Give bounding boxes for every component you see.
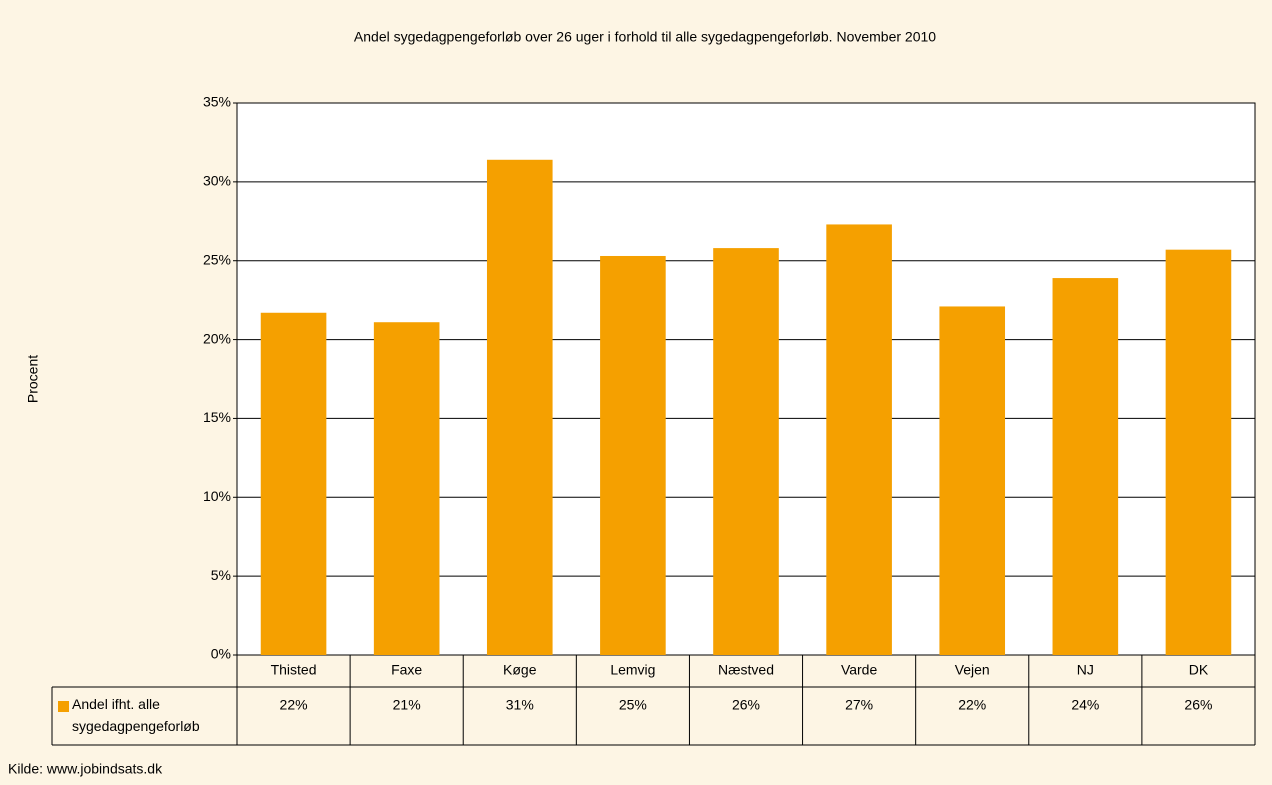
x-tick-label: Vejen <box>955 662 990 678</box>
bar <box>939 306 1006 655</box>
y-tick-label: 0% <box>211 646 231 662</box>
y-tick-label: 5% <box>211 567 231 583</box>
chart-title: Andel sygedagpengeforløb over 26 uger i … <box>354 29 936 45</box>
bar <box>826 224 892 655</box>
table-value: 31% <box>506 697 534 713</box>
table-value: 25% <box>619 697 647 713</box>
bar <box>486 159 553 655</box>
bar <box>713 248 779 655</box>
legend-cell-box: Andel ifht. alle sygedagpengeforløb <box>72 696 200 734</box>
bar <box>373 322 440 655</box>
x-tick-label: DK <box>1189 662 1209 678</box>
bar <box>1052 278 1119 655</box>
y-tick-label: 20% <box>203 330 231 346</box>
x-tick-label: NJ <box>1077 662 1094 678</box>
x-tick-label: Faxe <box>391 662 422 678</box>
legend-label: Andel ifht. alle sygedagpengeforløb <box>72 696 200 734</box>
x-tick-label: Varde <box>841 662 878 678</box>
table-value: 22% <box>958 697 986 713</box>
y-tick-label: 30% <box>203 173 231 189</box>
x-tick-label: Køge <box>503 662 537 678</box>
table-value: 26% <box>732 697 760 713</box>
table-value: 27% <box>845 697 873 713</box>
y-axis-label: Procent <box>25 355 41 403</box>
bar <box>1165 249 1232 655</box>
bar <box>260 312 327 655</box>
x-tick-label: Thisted <box>271 662 317 678</box>
y-tick-label: 10% <box>203 488 231 504</box>
y-tick-label: 15% <box>203 409 231 425</box>
table-value: 24% <box>1071 697 1099 713</box>
y-tick-label: 35% <box>203 94 231 110</box>
y-tick-label: 25% <box>203 251 231 267</box>
bar <box>600 255 666 656</box>
table-value: 21% <box>393 697 421 713</box>
x-tick-label: Næstved <box>718 662 774 678</box>
table-value: 26% <box>1184 697 1212 713</box>
x-tick-label: Lemvig <box>610 662 655 678</box>
legend-swatch <box>58 701 69 712</box>
source-note: Kilde: www.jobindsats.dk <box>8 761 163 777</box>
table-value: 22% <box>280 697 308 713</box>
